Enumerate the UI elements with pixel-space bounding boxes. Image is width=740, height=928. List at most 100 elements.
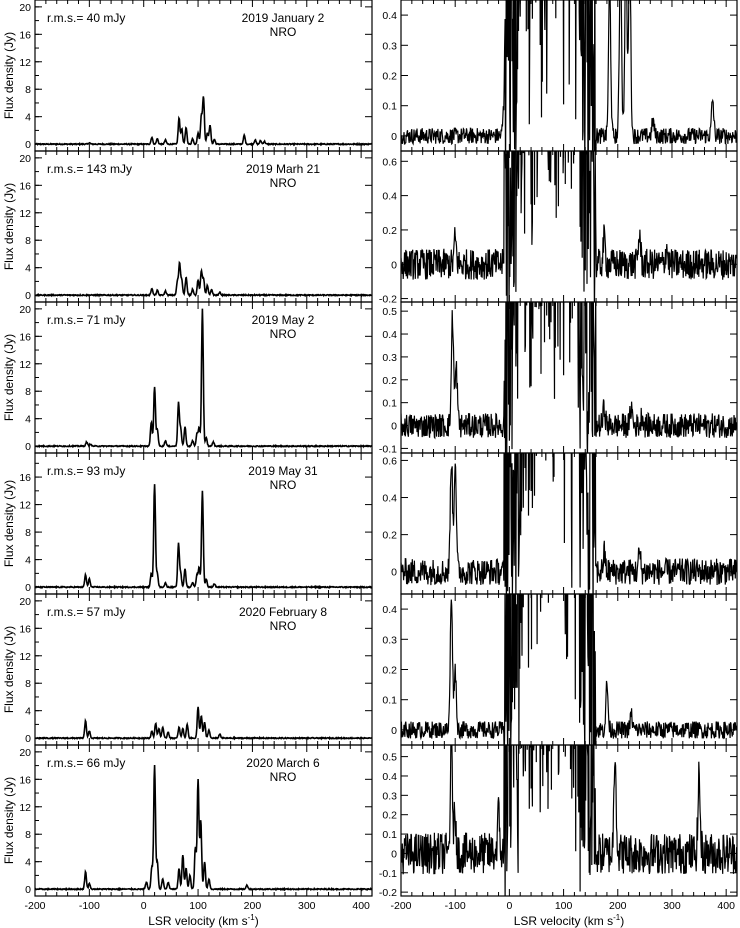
rms-label: r.m.s.= 93 mJy bbox=[47, 464, 125, 478]
spectrum-line bbox=[35, 308, 372, 449]
x-axis-label-main: LSR velocity (km s bbox=[148, 914, 247, 928]
y-tick-label: -0.1 bbox=[379, 443, 397, 455]
x-tick-label: -100 bbox=[445, 900, 466, 912]
y-tick-label: 20 bbox=[19, 2, 31, 14]
y-tick-label: -0.1 bbox=[379, 868, 397, 880]
rms-label: r.m.s.= 71 mJy bbox=[47, 313, 125, 327]
y-tick-label: 0.4 bbox=[382, 604, 397, 616]
x-tick-label: 0 bbox=[141, 900, 147, 912]
y-tick-label: -0.2 bbox=[379, 294, 397, 306]
y-tick-label: 16 bbox=[19, 623, 31, 635]
y-tick-label: 0.6 bbox=[382, 455, 397, 467]
right-panel-2: -0.2 0 0.2 0.4 0.6 bbox=[379, 150, 738, 306]
y-tick-label: 0 bbox=[25, 733, 31, 745]
right-panel-3: -0.1 0 0.1 0.2 0.3 0.4 0.5 bbox=[379, 301, 738, 455]
y-tick-label: 4 bbox=[25, 112, 31, 124]
station-label: NRO bbox=[270, 25, 297, 39]
y-tick-label: 0.2 bbox=[382, 225, 397, 237]
x-tick-label: 100 bbox=[189, 900, 207, 912]
y-tick-label: 12 bbox=[19, 57, 31, 69]
y-tick-label: 0 bbox=[391, 421, 397, 433]
y-tick-label: 0.4 bbox=[382, 191, 397, 203]
spectrum-line bbox=[401, 594, 737, 745]
y-tick-label: 8 bbox=[25, 527, 31, 539]
y-tick-label: -0.2 bbox=[379, 887, 397, 899]
spectrum-line bbox=[35, 260, 372, 298]
observation-date: 2019 May 2 bbox=[252, 313, 315, 327]
y-tick-label: 0.1 bbox=[382, 695, 397, 707]
y-axis-label: Flux density (Jy) bbox=[2, 183, 16, 270]
x-tick-label: 400 bbox=[717, 900, 735, 912]
x-axis-label-sup: -1 bbox=[248, 913, 256, 922]
y-tick-label: 0 bbox=[25, 139, 31, 151]
y-tick-label: 20 bbox=[19, 596, 31, 608]
y-tick-label: 0 bbox=[25, 582, 31, 594]
station-label: NRO bbox=[270, 327, 297, 341]
y-tick-label: 16 bbox=[19, 331, 31, 343]
left-panel-5: 0 4 8 12 16 20 r.m.s.= 57 mJy 2020 February 8NR… bbox=[2, 593, 373, 746]
y-tick-label: 0.1 bbox=[382, 398, 397, 410]
y-tick-label: 16 bbox=[19, 472, 31, 484]
y-axis-label: Flux density (Jy) bbox=[2, 626, 16, 713]
y-tick-label: 0.2 bbox=[382, 665, 397, 677]
x-tick-label: -200 bbox=[390, 900, 411, 912]
y-tick-label: 4 bbox=[25, 414, 31, 426]
x-axis-label-main: LSR velocity (km s bbox=[514, 914, 613, 928]
left-panel-1: 0 4 8 12 16 20 r.m.s.= 40 mJy 2019 January 2NRO… bbox=[2, 0, 373, 152]
y-tick-label: 16 bbox=[19, 29, 31, 41]
rms-label: r.m.s.= 66 mJy bbox=[47, 756, 125, 770]
x-tick-label: 300 bbox=[298, 900, 316, 912]
x-axis-label-close: ) bbox=[255, 914, 259, 928]
right-panel-6: -0.2 -0.1 0 0.1 0.2 0.3 0.4 0.5 bbox=[379, 744, 738, 899]
y-tick-label: 8 bbox=[25, 678, 31, 690]
x-tick-label: -200 bbox=[24, 900, 45, 912]
y-axis-label: Flux density (Jy) bbox=[2, 480, 16, 567]
spectrum-line bbox=[401, 302, 737, 453]
y-tick-label: 4 bbox=[25, 555, 31, 567]
right-panel-4: 0 0.2 0.4 0.6 bbox=[382, 452, 738, 595]
y-tick-label: 12 bbox=[19, 500, 31, 512]
x-tick-label: 100 bbox=[555, 900, 573, 912]
x-tick-label: 400 bbox=[352, 900, 370, 912]
rms-label: r.m.s.= 57 mJy bbox=[47, 605, 125, 619]
x-axis-label: LSR velocity (km s-1) bbox=[148, 913, 258, 928]
spectrum-line bbox=[401, 0, 737, 151]
y-tick-label: 4 bbox=[25, 706, 31, 718]
y-tick-label: 0 bbox=[25, 884, 31, 896]
y-tick-label: 0.4 bbox=[382, 493, 397, 505]
spectrum-line bbox=[401, 151, 737, 302]
y-tick-label: 0.4 bbox=[382, 10, 397, 22]
y-tick-label: 8 bbox=[25, 235, 31, 247]
y-tick-label: 0.5 bbox=[382, 752, 397, 764]
y-tick-label: 20 bbox=[19, 304, 31, 316]
y-tick-label: 0.2 bbox=[382, 530, 397, 542]
y-tick-label: 0 bbox=[391, 725, 397, 737]
y-tick-label: 20 bbox=[19, 153, 31, 165]
station-label: NRO bbox=[270, 770, 297, 784]
y-tick-label: 0 bbox=[391, 848, 397, 860]
y-tick-label: 0.4 bbox=[382, 771, 397, 783]
station-label: NRO bbox=[270, 619, 297, 633]
spectrum-line bbox=[35, 484, 372, 590]
observation-date: 2020 March 6 bbox=[246, 756, 320, 770]
y-tick-label: 0.3 bbox=[382, 634, 397, 646]
observation-date: 2019 Marh 21 bbox=[246, 162, 320, 176]
y-tick-label: 0.1 bbox=[382, 829, 397, 841]
y-tick-label: 8 bbox=[25, 829, 31, 841]
y-tick-label: 0.3 bbox=[382, 40, 397, 52]
x-axis-label-close: ) bbox=[620, 914, 624, 928]
y-axis-label: Flux density (Jy) bbox=[2, 777, 16, 864]
x-tick-label: 0 bbox=[506, 900, 512, 912]
y-tick-label: 0.3 bbox=[382, 352, 397, 364]
y-tick-label: 0.2 bbox=[382, 810, 397, 822]
y-tick-label: 12 bbox=[19, 208, 31, 220]
y-tick-label: 0 bbox=[25, 441, 31, 453]
y-tick-label: 12 bbox=[19, 802, 31, 814]
y-tick-label: 12 bbox=[19, 651, 31, 663]
y-tick-label: 12 bbox=[19, 359, 31, 371]
rms-label: r.m.s.= 143 mJy bbox=[47, 162, 132, 176]
